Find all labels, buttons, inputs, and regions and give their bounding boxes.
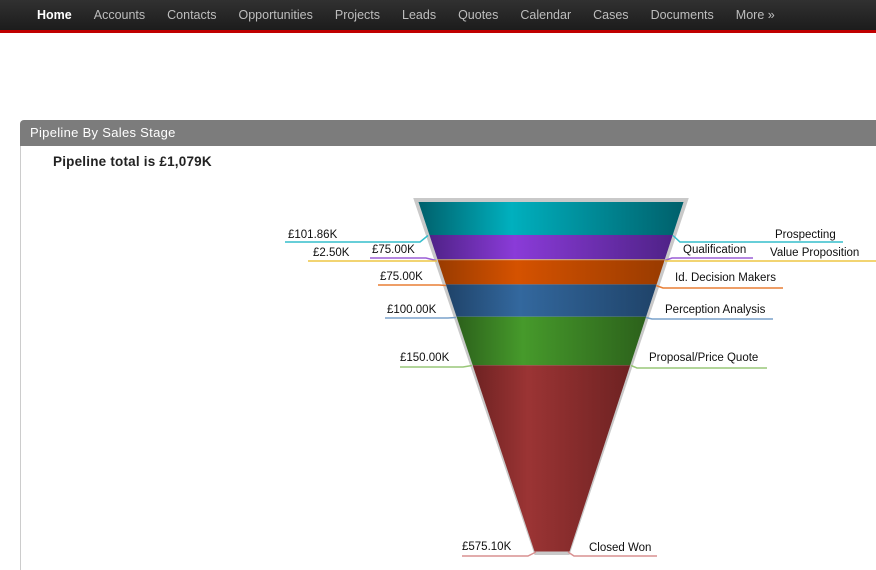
funnel-stage-value-proposition[interactable] [437, 259, 665, 261]
callout-line-left-qualification [370, 257, 437, 262]
stage-name-prospecting[interactable]: Prospecting [775, 229, 836, 241]
callout-line-right-id-decision-makers [655, 284, 783, 289]
nav-item-accounts[interactable]: Accounts [93, 8, 146, 22]
nav-list: Home Accounts Contacts Opportunities Project… [0, 0, 876, 30]
funnel-stage-prospecting[interactable] [418, 202, 684, 235]
stage-name-proposal-price-quote[interactable]: Proposal/Price Quote [649, 352, 759, 364]
stage-amount-perception-analysis[interactable]: £100.00K [387, 304, 437, 316]
nav-item-quotes[interactable]: Quotes [458, 8, 499, 22]
nav-item-opportunities[interactable]: Opportunities [238, 8, 313, 22]
callout-line-left-prospecting [285, 234, 429, 243]
callout-line-right-perception-analysis [645, 316, 773, 320]
stage-amount-value-proposition[interactable]: £2.50K [313, 247, 350, 259]
stage-amount-id-decision-makers[interactable]: £75.00K [380, 271, 423, 283]
callout-line-right-prospecting [672, 234, 843, 243]
stage-name-perception-analysis[interactable]: Perception Analysis [665, 304, 766, 316]
nav-item-documents[interactable]: Documents [650, 8, 714, 22]
callout-line-right-closed-won [567, 551, 657, 557]
callout-line-left-closed-won [462, 551, 537, 557]
funnel-stage-closed-won[interactable] [472, 365, 631, 552]
nav-item-projects[interactable]: Projects [334, 8, 381, 22]
nav-item-cases[interactable]: Cases [593, 8, 629, 22]
dashlet-header[interactable]: Pipeline By Sales Stage [20, 120, 876, 146]
callout-line-right-proposal-price-quote [630, 364, 767, 369]
nav-item-more[interactable]: More » [735, 8, 775, 22]
nav-item-calendar[interactable]: Calendar [520, 8, 572, 22]
callout-line-left-proposal-price-quote [400, 364, 473, 368]
stage-amount-closed-won[interactable]: £575.10K [462, 541, 512, 553]
callout-line-left-perception-analysis [385, 316, 457, 319]
funnel-stage-qualification[interactable] [429, 234, 673, 260]
stage-name-closed-won[interactable]: Closed Won [589, 542, 652, 554]
stage-name-qualification[interactable]: Qualification [683, 244, 747, 256]
nav-item-contacts[interactable]: Contacts [167, 8, 217, 22]
nav-item-leads[interactable]: Leads [402, 8, 437, 22]
pipeline-total-text: Pipeline total is £1,079K [53, 154, 212, 169]
nav-item-home[interactable]: Home [37, 8, 72, 22]
dashlet-title: Pipeline By Sales Stage [30, 125, 176, 140]
stage-amount-prospecting[interactable]: £101.86K [288, 229, 338, 241]
funnel-stage-perception-analysis[interactable] [445, 284, 657, 317]
stage-name-value-proposition[interactable]: Value Proposition [770, 247, 860, 259]
funnel-stage-id-decision-makers[interactable] [437, 260, 665, 285]
stage-amount-proposal-price-quote[interactable]: £150.00K [400, 352, 450, 364]
funnel-stage-proposal-price-quote[interactable] [456, 316, 647, 366]
stage-amount-qualification[interactable]: £75.00K [372, 244, 415, 256]
main-nav: Home Accounts Contacts Opportunities Project… [0, 0, 876, 33]
stage-name-id-decision-makers[interactable]: Id. Decision Makers [675, 272, 776, 284]
callout-line-right-qualification [664, 257, 753, 262]
callout-line-left-id-decision-makers [378, 284, 447, 287]
